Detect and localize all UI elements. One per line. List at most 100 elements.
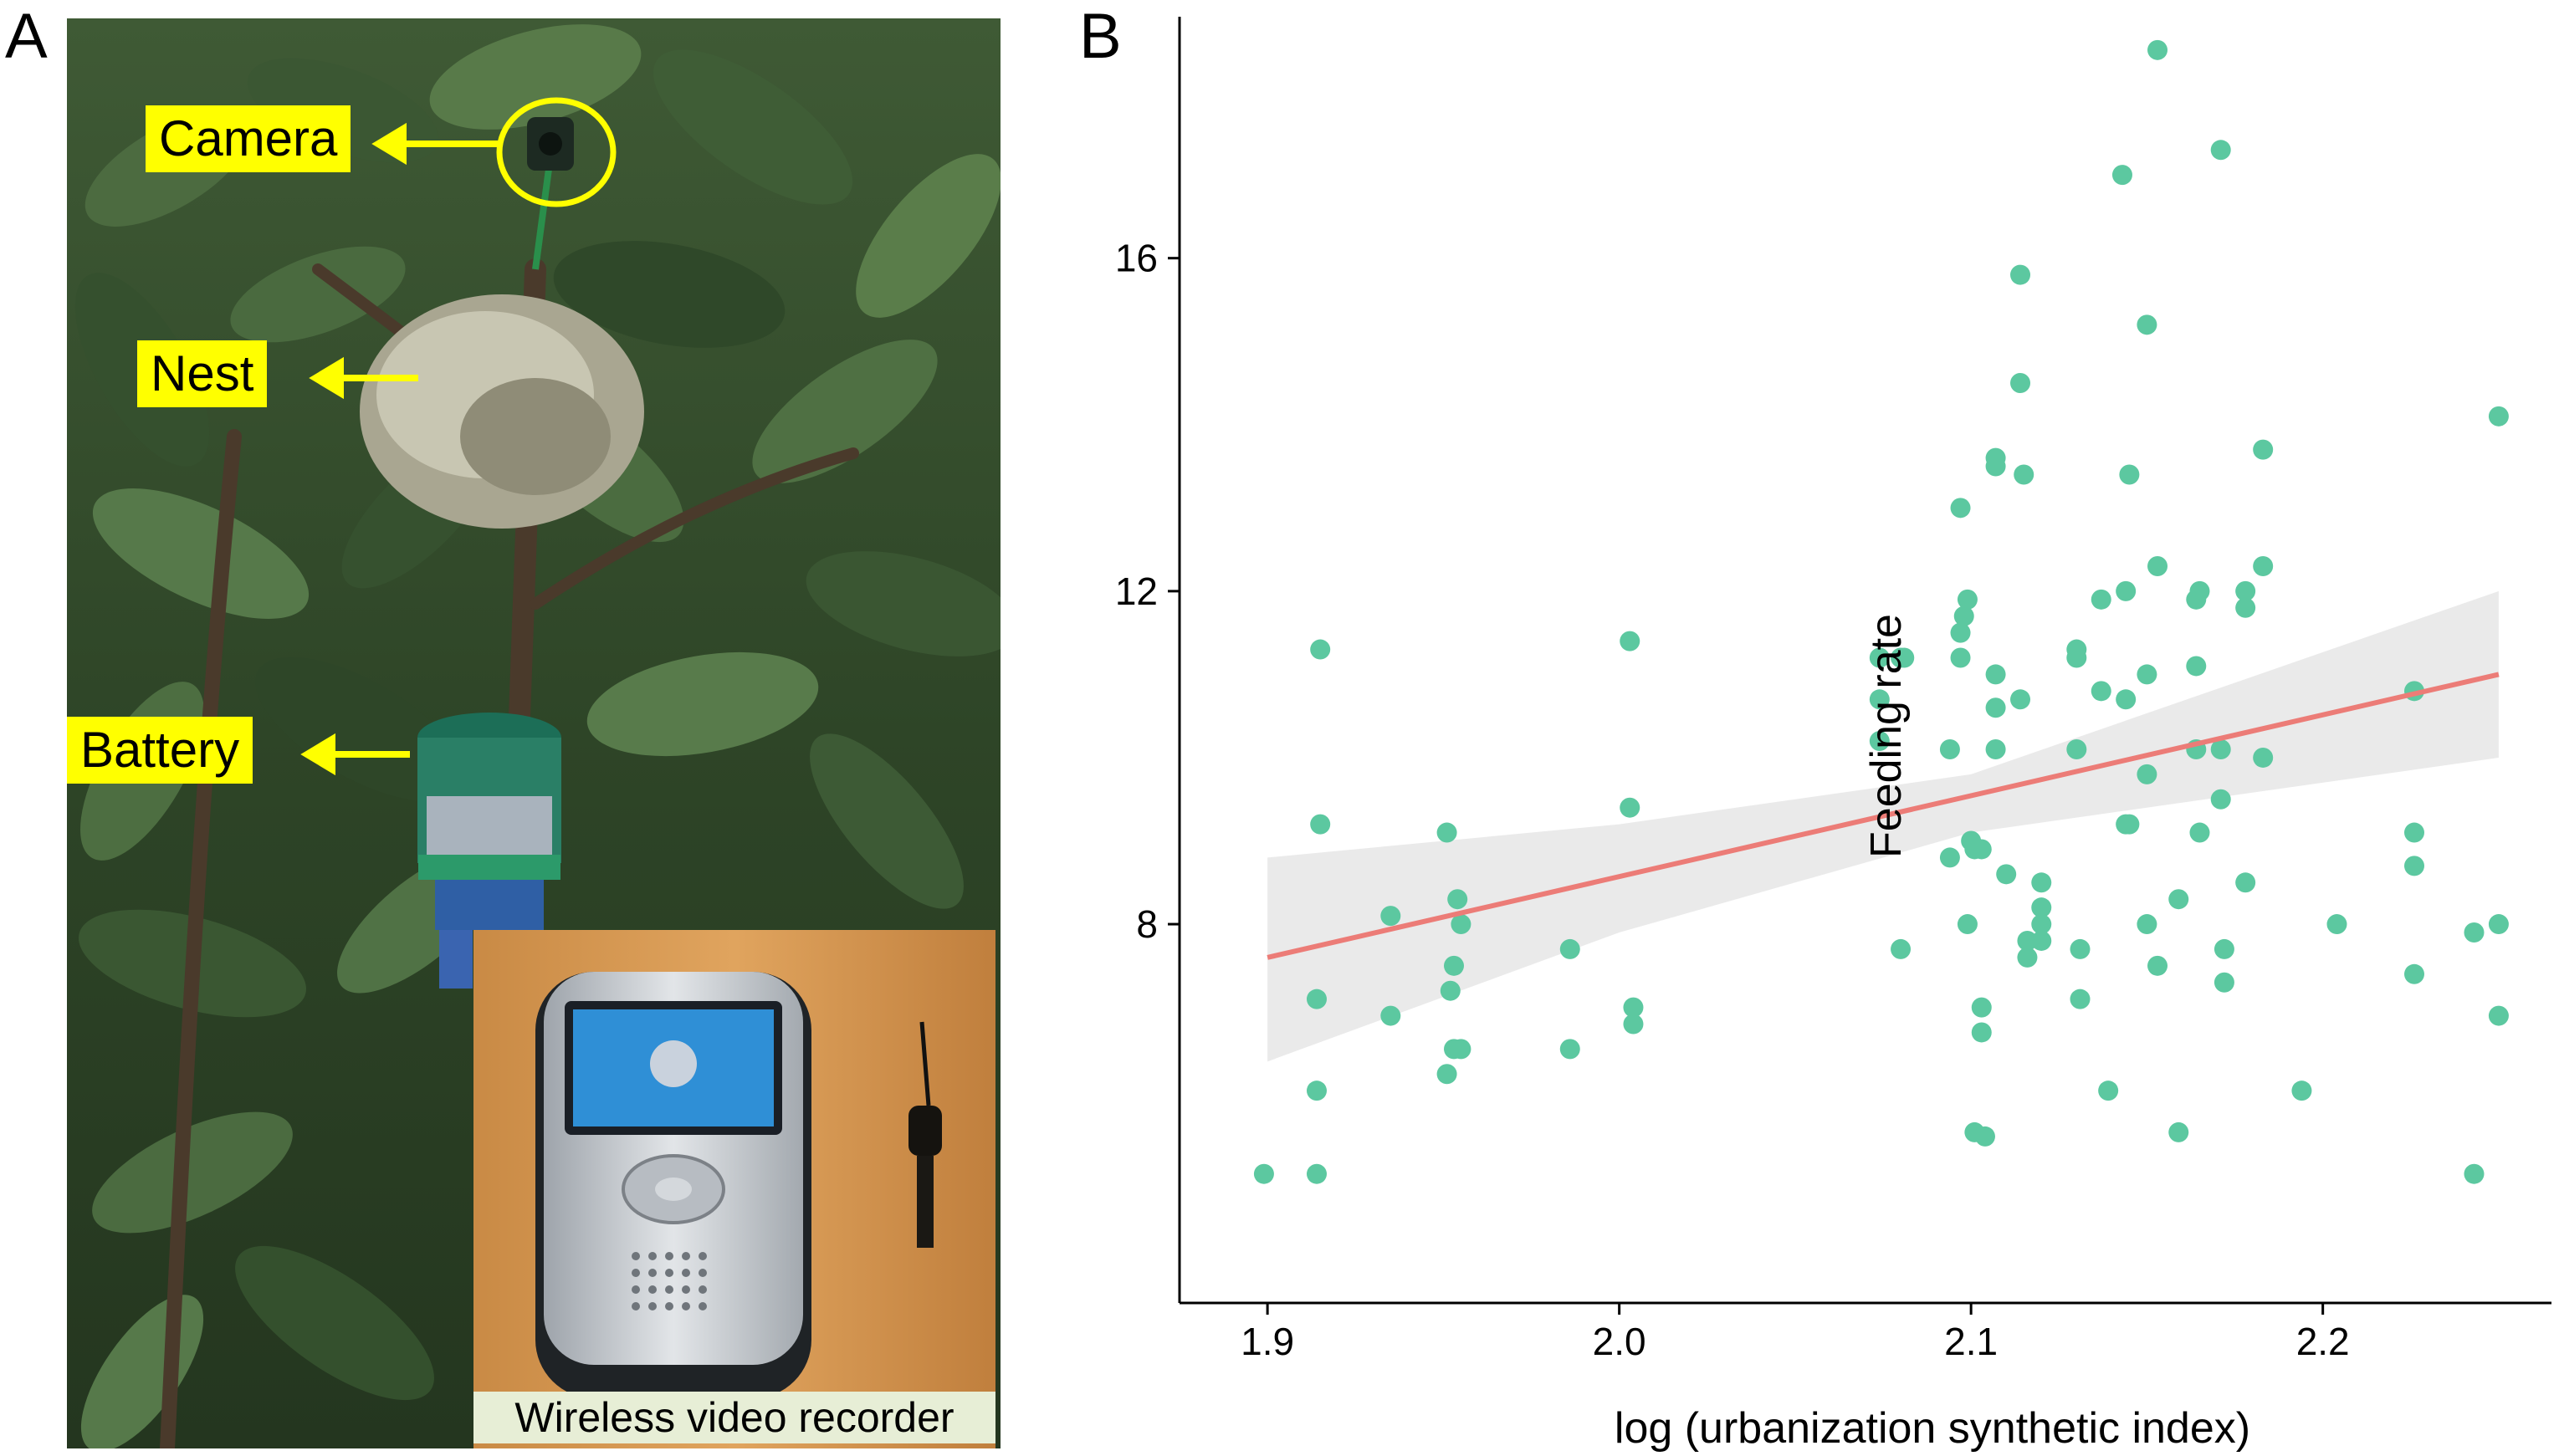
data-point — [1985, 456, 2006, 477]
data-point — [2214, 972, 2234, 993]
data-point — [1957, 914, 1978, 935]
y-tick-label: 12 — [1115, 570, 1158, 613]
data-point — [2253, 556, 2274, 577]
data-point — [2137, 664, 2157, 685]
data-point — [1623, 997, 1644, 1018]
data-point — [2137, 914, 2157, 935]
data-point — [2147, 39, 2168, 60]
data-point — [2235, 597, 2256, 618]
data-point — [2168, 889, 2189, 910]
data-point — [1950, 647, 1971, 668]
y-tick-label: 16 — [1115, 237, 1158, 280]
data-point — [1451, 914, 1471, 935]
data-point — [1891, 938, 1912, 959]
data-point — [1996, 864, 2017, 885]
data-point — [1307, 1163, 1327, 1184]
recorder-caption: Wireless video recorder — [473, 1392, 995, 1443]
data-point — [2014, 464, 2034, 485]
data-point — [1869, 731, 1890, 752]
data-point — [2253, 747, 2274, 768]
data-point — [2488, 914, 2509, 935]
data-point — [2116, 580, 2137, 601]
data-point — [1953, 605, 1974, 626]
feeding-rate-scatter-plot: 1.9 2.0 2.1 2.2 8 12 16 log (urbanization synt… — [1115, 17, 2551, 1453]
data-point — [2186, 656, 2207, 677]
data-point — [1869, 647, 1890, 668]
data-point — [2010, 689, 2031, 710]
data-point — [2066, 739, 2087, 760]
x-tick-label: 2.0 — [1593, 1320, 1646, 1363]
y-axis-title: Feeding rate — [1862, 614, 1911, 858]
data-point — [2404, 963, 2424, 984]
data-point — [1971, 1022, 1992, 1043]
x-tick-label: 2.1 — [1944, 1320, 1998, 1363]
data-point — [2189, 822, 2210, 843]
data-point — [1985, 697, 2006, 718]
data-point — [1971, 839, 1992, 860]
data-point — [2010, 264, 2031, 285]
camera-callout: Camera — [146, 105, 351, 172]
data-point — [1623, 1014, 1644, 1035]
data-point — [2404, 856, 2424, 876]
data-point — [2147, 556, 2168, 577]
data-point — [1974, 1126, 1995, 1147]
data-point — [1559, 1039, 1580, 1060]
data-point — [2210, 140, 2231, 161]
data-point — [2326, 914, 2347, 935]
regression-line — [1267, 672, 2500, 960]
nest-callout: Nest — [137, 340, 268, 407]
data-point — [1436, 822, 1457, 843]
data-point — [2168, 1121, 2189, 1142]
panel-b-letter: B — [1079, 1, 1122, 72]
data-point — [1444, 955, 1464, 976]
foliage-photo-illustration — [67, 18, 1001, 1448]
data-point — [2235, 580, 2256, 601]
data-point — [2091, 681, 2111, 702]
data-point — [1310, 814, 1331, 835]
data-point — [1620, 797, 1640, 818]
data-point — [2070, 989, 2091, 1009]
data-point — [1559, 938, 1580, 959]
data-point — [1939, 739, 1960, 760]
data-point — [1440, 980, 1461, 1001]
recorder-inset — [473, 930, 995, 1448]
data-point — [2488, 406, 2509, 427]
battery-unit — [417, 713, 561, 989]
nest — [360, 294, 644, 529]
data-point — [2464, 1163, 2485, 1184]
data-point — [2464, 922, 2485, 943]
battery-callout: Battery — [67, 717, 253, 784]
data-point — [2031, 897, 2052, 918]
x-tick-label: 1.9 — [1241, 1320, 1294, 1363]
data-point — [2070, 938, 2091, 959]
data-point — [1380, 906, 1401, 927]
data-point — [1307, 1081, 1327, 1101]
data-point — [2119, 464, 2140, 485]
data-point — [1620, 631, 1640, 651]
data-point — [1869, 689, 1890, 710]
data-point — [2017, 947, 2038, 968]
data-point — [1985, 664, 2006, 685]
data-point — [1436, 1064, 1457, 1085]
data-point — [2214, 938, 2234, 959]
y-tick-label: 8 — [1136, 902, 1158, 946]
data-point — [2031, 872, 2052, 893]
data-point — [2488, 1005, 2509, 1026]
data-point — [2098, 1081, 2119, 1101]
data-point — [2116, 689, 2137, 710]
data-point — [2210, 739, 2231, 760]
data-point — [2091, 589, 2111, 610]
data-point — [2404, 822, 2424, 843]
data-point — [2010, 373, 2031, 394]
data-point — [1939, 847, 1960, 868]
data-point — [1451, 1039, 1471, 1060]
panel-a-letter: A — [5, 1, 48, 72]
data-point — [1253, 1163, 1274, 1184]
data-point — [2291, 1081, 2312, 1101]
data-point — [1971, 997, 1992, 1018]
data-point — [2137, 314, 2157, 335]
data-point — [2147, 955, 2168, 976]
data-point — [2066, 647, 2087, 668]
data-point — [1307, 989, 1327, 1009]
data-point — [1950, 622, 1971, 643]
